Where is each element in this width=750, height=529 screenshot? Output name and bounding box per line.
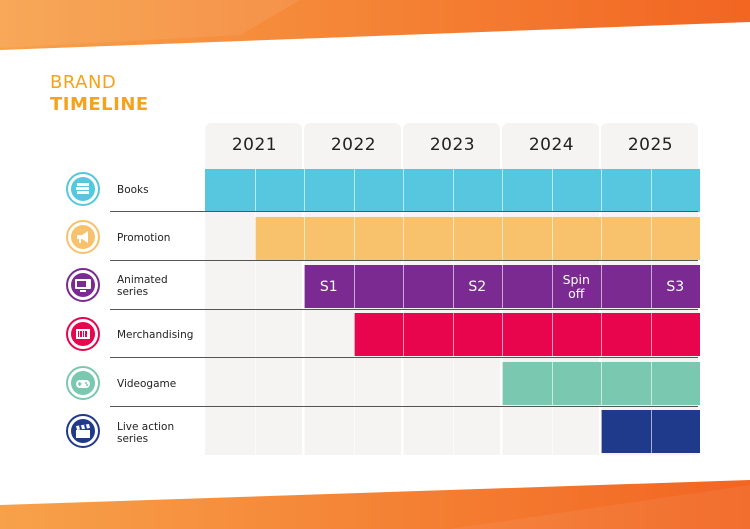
row-label-videogame: Videogame xyxy=(117,378,177,390)
half-year-divider xyxy=(452,167,454,455)
half-year-divider xyxy=(254,167,256,455)
half-year-divider xyxy=(551,167,553,455)
clapperboard-icon xyxy=(66,414,100,448)
books-icon xyxy=(66,172,100,206)
row-divider xyxy=(110,260,698,261)
row-divider xyxy=(110,211,698,212)
row-label-books: Books xyxy=(117,184,149,196)
timeline-grid: 2021 2022 2023 2024 2025 S1 S2 Spin off S3 xyxy=(205,123,700,455)
year-header: 2022 xyxy=(330,135,377,155)
row-label-merchandising: Merchandising xyxy=(117,329,194,341)
segment-label: S1 xyxy=(319,279,338,295)
segment-label: Spin off xyxy=(562,272,590,301)
half-year-divider xyxy=(304,167,305,455)
row-label-animated-series: Animated series xyxy=(117,274,168,298)
row-label-live-action-series: Live action series xyxy=(117,421,175,445)
megaphone-icon xyxy=(66,220,100,254)
row-divider xyxy=(110,357,698,358)
row-label-promotion: Promotion xyxy=(117,232,171,244)
row-divider xyxy=(110,406,698,407)
timeline-bar xyxy=(254,217,700,260)
half-year-divider xyxy=(353,167,355,455)
barcode-icon xyxy=(66,317,100,351)
half-year-divider xyxy=(403,167,404,455)
segment-label: S3 xyxy=(666,279,685,295)
page-title: BRAND TIMELINE xyxy=(50,72,149,116)
year-header: 2025 xyxy=(627,135,674,155)
gamepad-icon xyxy=(66,366,100,400)
half-year-divider xyxy=(650,167,652,455)
timeline-bar xyxy=(353,313,700,356)
title-line1: BRAND xyxy=(50,72,117,93)
title-line2: TIMELINE xyxy=(50,94,149,115)
year-header: 2021 xyxy=(231,135,278,155)
half-year-divider xyxy=(601,167,602,455)
tv-icon xyxy=(66,268,100,302)
year-header: 2023 xyxy=(429,135,476,155)
half-year-divider xyxy=(502,167,503,455)
segment-label: S2 xyxy=(468,279,487,295)
year-header: 2024 xyxy=(528,135,575,155)
bottom-orange-band xyxy=(0,480,750,529)
row-divider xyxy=(110,309,698,310)
